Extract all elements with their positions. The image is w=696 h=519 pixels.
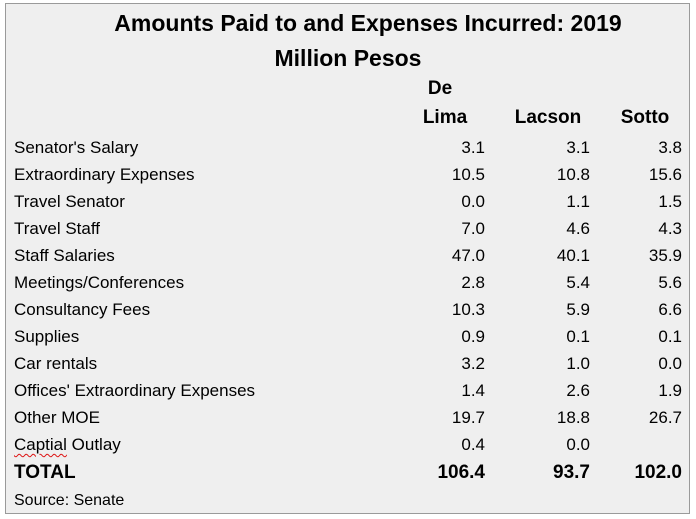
total-value-sotto: 102.0 (634, 462, 682, 483)
row-value-lacson: 1.1 (566, 192, 590, 211)
row-label: Other MOE (14, 408, 100, 427)
source-note: Source: Senate (14, 492, 125, 509)
column-header-lacson: Lacson (514, 107, 582, 128)
row-value-de-lima: 19.7 (451, 408, 485, 427)
column-header-de-lima-line1: De (427, 78, 453, 99)
row-value-lacson: 2.6 (566, 381, 590, 400)
row-value-lacson: 3.1 (566, 138, 590, 157)
row-label: Consultancy Fees (14, 300, 151, 319)
row-value-sotto: 6.6 (658, 300, 682, 319)
table-subtitle: Million Pesos (274, 45, 422, 71)
row-label: Senator's Salary (14, 138, 139, 157)
row-value-de-lima: 7.0 (461, 219, 485, 238)
row-value-de-lima: 0.9 (461, 327, 485, 346)
row-value-lacson: 4.6 (566, 219, 590, 238)
row-value-de-lima: 3.2 (461, 354, 485, 373)
row-value-de-lima: 3.1 (461, 138, 485, 157)
row-value-lacson: 0.0 (566, 435, 590, 454)
row-label: Staff Salaries (14, 246, 115, 265)
row-label: Travel Senator (14, 192, 125, 211)
row-value-sotto: 0.0 (658, 354, 682, 373)
row-value-sotto: 1.5 (658, 192, 682, 211)
column-header-de-lima-line2: Lima (422, 107, 468, 128)
row-value-sotto: 26.7 (648, 408, 682, 427)
row-value-de-lima: 10.5 (451, 165, 485, 184)
row-label: Extraordinary Expenses (14, 165, 195, 184)
row-value-lacson: 1.0 (566, 354, 590, 373)
row-label: Travel Staff (14, 219, 100, 238)
row-value-lacson: 0.1 (566, 327, 590, 346)
row-value-de-lima: 2.8 (461, 273, 485, 292)
row-value-lacson: 18.8 (556, 408, 590, 427)
row-value-sotto: 4.3 (658, 219, 682, 238)
row-value-sotto: 3.8 (658, 138, 682, 157)
row-value-lacson: 5.4 (566, 273, 590, 292)
row-value-de-lima: 47.0 (451, 246, 485, 265)
row-value-sotto: 35.9 (648, 246, 682, 265)
row-value-de-lima: 10.3 (451, 300, 485, 319)
row-value-lacson: 5.9 (566, 300, 590, 319)
row-value-de-lima: 0.4 (461, 435, 485, 454)
row-label: Supplies (14, 327, 80, 346)
row-value-de-lima: 0.0 (461, 192, 485, 211)
row-label: Meetings/Conferences (14, 273, 185, 292)
row-value-sotto: 5.6 (658, 273, 682, 292)
row-label: Car rentals (14, 354, 98, 373)
table-title: Amounts Paid to and Expenses Incurred: 2… (114, 10, 622, 36)
row-value-de-lima: 1.4 (461, 381, 485, 400)
row-label: Captial Outlay (14, 435, 121, 454)
row-value-lacson: 10.8 (556, 165, 590, 184)
total-label: TOTAL (14, 462, 76, 483)
row-value-lacson: 40.1 (556, 246, 590, 265)
total-value-lacson: 93.7 (553, 462, 590, 483)
total-value-de-lima: 106.4 (437, 462, 485, 483)
row-label: Offices' Extraordinary Expenses (14, 381, 256, 400)
table-panel (5, 3, 690, 514)
row-value-sotto: 1.9 (658, 381, 682, 400)
row-value-sotto: 15.6 (648, 165, 682, 184)
column-header-sotto: Sotto (620, 107, 670, 128)
row-value-sotto: 0.1 (658, 327, 682, 346)
